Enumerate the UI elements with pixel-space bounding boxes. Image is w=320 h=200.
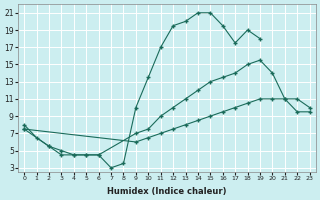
X-axis label: Humidex (Indice chaleur): Humidex (Indice chaleur) — [107, 187, 227, 196]
